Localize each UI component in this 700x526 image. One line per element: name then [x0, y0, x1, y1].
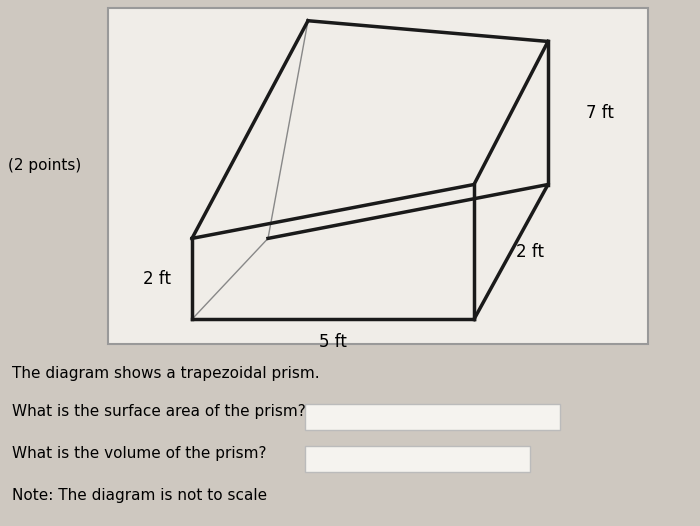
Text: (2 points): (2 points): [8, 158, 81, 174]
Text: 5 ft: 5 ft: [319, 333, 347, 351]
Bar: [108, 8, 648, 344]
Text: 7 ft: 7 ft: [586, 104, 614, 122]
Bar: [305, 404, 560, 430]
Text: Note: The diagram is not to scale: Note: The diagram is not to scale: [12, 488, 267, 503]
Text: What is the volume of the prism?: What is the volume of the prism?: [12, 446, 267, 461]
Text: The diagram shows a trapezoidal prism.: The diagram shows a trapezoidal prism.: [12, 367, 320, 381]
Text: 2 ft: 2 ft: [143, 270, 171, 288]
Text: What is the surface area of the prism?: What is the surface area of the prism?: [12, 404, 306, 419]
Bar: [305, 446, 530, 472]
Text: 2 ft: 2 ft: [516, 243, 544, 261]
